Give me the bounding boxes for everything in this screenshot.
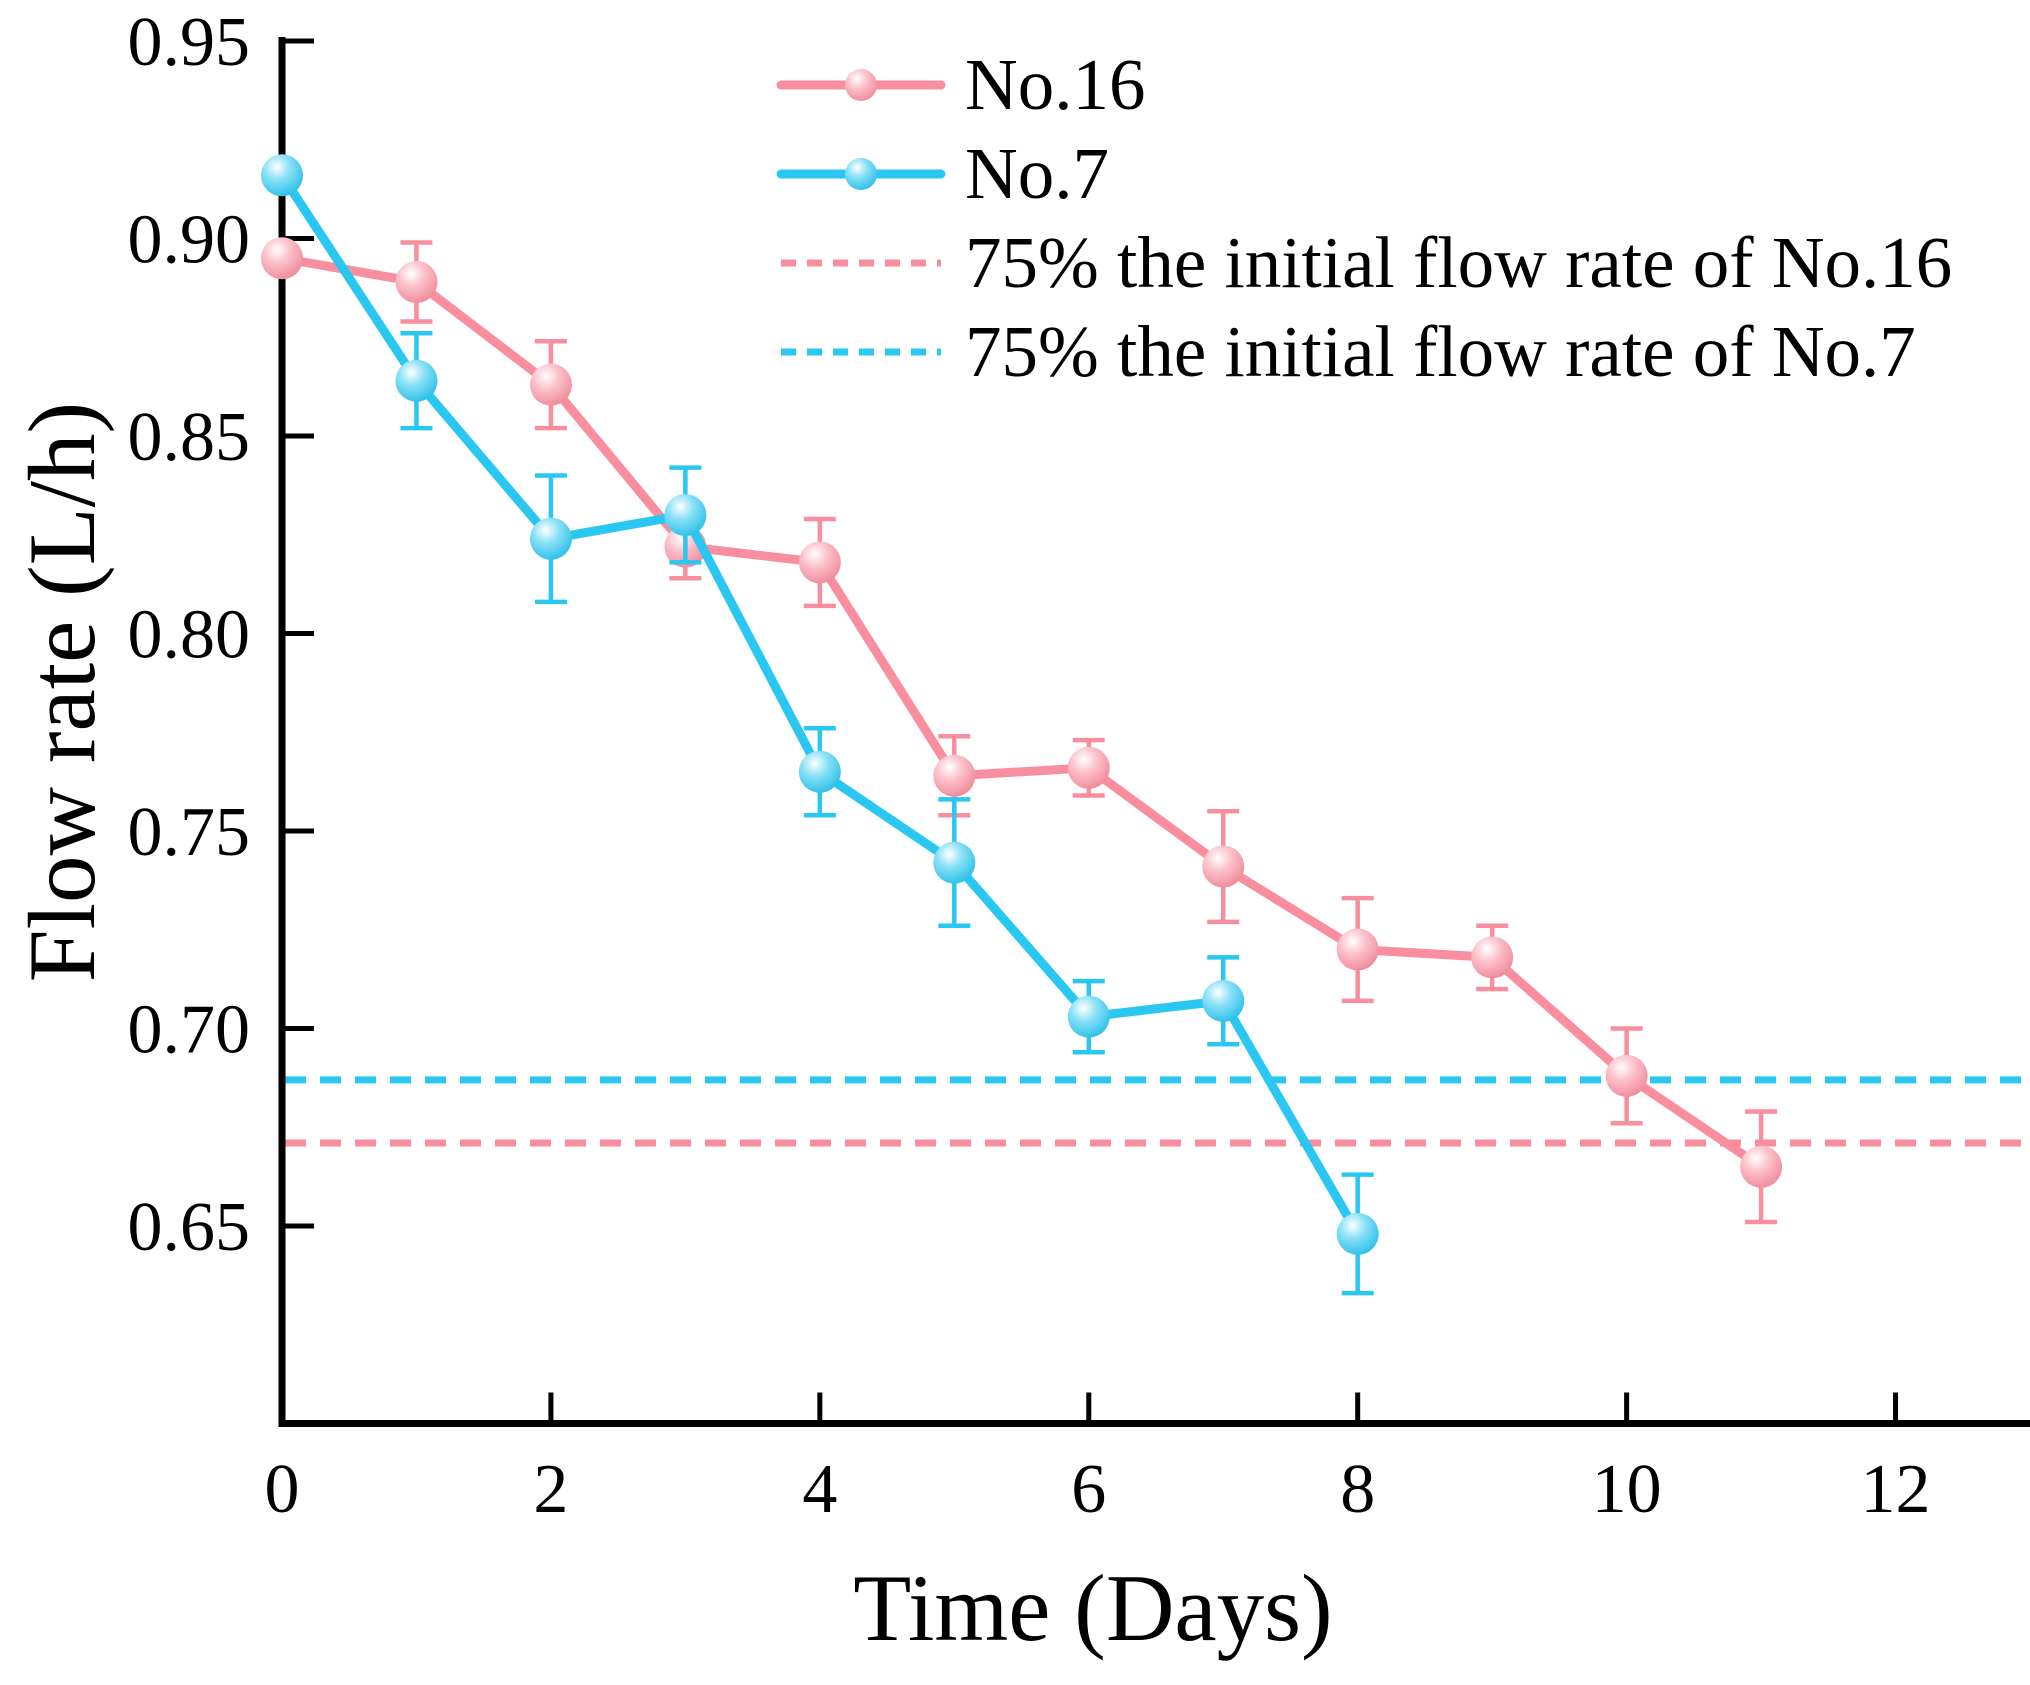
data-point-no7-day-7: [1202, 979, 1245, 1022]
data-point-no7-day-6: [1067, 995, 1110, 1038]
data-point-no16-day-6: [1067, 746, 1110, 789]
data-point-no7-day-1: [395, 359, 438, 402]
x-axis-title: Time (Days): [853, 1555, 1333, 1661]
x-tick-label: 12: [1861, 1451, 1931, 1528]
x-tick-label: 0: [265, 1451, 300, 1528]
data-point-no16-day-9: [1471, 936, 1514, 979]
x-tick-label: 4: [802, 1451, 837, 1528]
legend-item-ref-no7: 75% the initial flow rate of No.7: [775, 307, 1952, 396]
y-axis-title: Flow rate (L/h): [9, 401, 115, 983]
data-point-no16-day-2: [529, 363, 572, 406]
y-tick-label: 0.90: [128, 202, 251, 279]
data-point-no16-day-8: [1336, 928, 1379, 971]
y-tick-label: 0.70: [128, 992, 251, 1069]
legend-item-no7: No.7: [775, 129, 1952, 218]
data-point-no7-day-2: [529, 517, 572, 560]
x-tick-label: 6: [1071, 1451, 1106, 1528]
x-tick-label: 10: [1592, 1451, 1662, 1528]
data-point-no7-day-5: [933, 841, 976, 884]
legend-dashed-sample-no16: [781, 259, 941, 266]
series-no7: [261, 154, 1379, 1296]
legend-item-no16: No.16: [775, 40, 1952, 129]
data-point-no16-day-5: [933, 754, 976, 797]
legend-marker-icon: [845, 68, 877, 101]
legend-item-ref-no16: 75% the initial flow rate of No.16: [775, 218, 1952, 307]
y-tick-label: 0.95: [128, 4, 251, 81]
y-tick-label: 0.75: [128, 794, 251, 871]
legend: No.16 No.7 75% the initial flow rate of …: [775, 40, 1952, 396]
y-tick-label: 0.80: [128, 597, 251, 674]
legend-label-ref-no16: 75% the initial flow rate of No.16: [965, 221, 1953, 303]
legend-line-sample-no7: [776, 157, 946, 190]
series-line-no16: [277, 253, 1766, 1172]
data-point-no16-day-11: [1740, 1145, 1783, 1188]
legend-label-no16: No.16: [965, 43, 1146, 125]
legend-dashed-sample-no7: [781, 348, 941, 355]
y-tick-label: 0.65: [128, 1189, 251, 1266]
data-point-no16-day-7: [1202, 845, 1245, 888]
data-point-no16-day-0: [261, 237, 303, 280]
data-point-no16-day-1: [395, 260, 438, 303]
x-tick-label: 8: [1340, 1451, 1375, 1528]
data-point-no16-day-10: [1605, 1054, 1648, 1097]
x-tick-label: 2: [533, 1451, 568, 1528]
series-no16: [261, 237, 1783, 1225]
data-point-no7-day-4: [798, 750, 841, 793]
legend-label-no7: No.7: [965, 132, 1109, 214]
legend-marker-icon: [845, 157, 877, 190]
y-tick-label: 0.85: [128, 399, 251, 476]
data-point-no16-day-4: [798, 541, 841, 584]
data-point-no7-day-0: [261, 154, 303, 197]
data-point-no7-day-3: [664, 494, 707, 536]
legend-label-ref-no7: 75% the initial flow rate of No.7: [965, 310, 1916, 392]
legend-line-sample-no16: [776, 68, 946, 101]
data-point-no7-day-8: [1336, 1212, 1379, 1255]
